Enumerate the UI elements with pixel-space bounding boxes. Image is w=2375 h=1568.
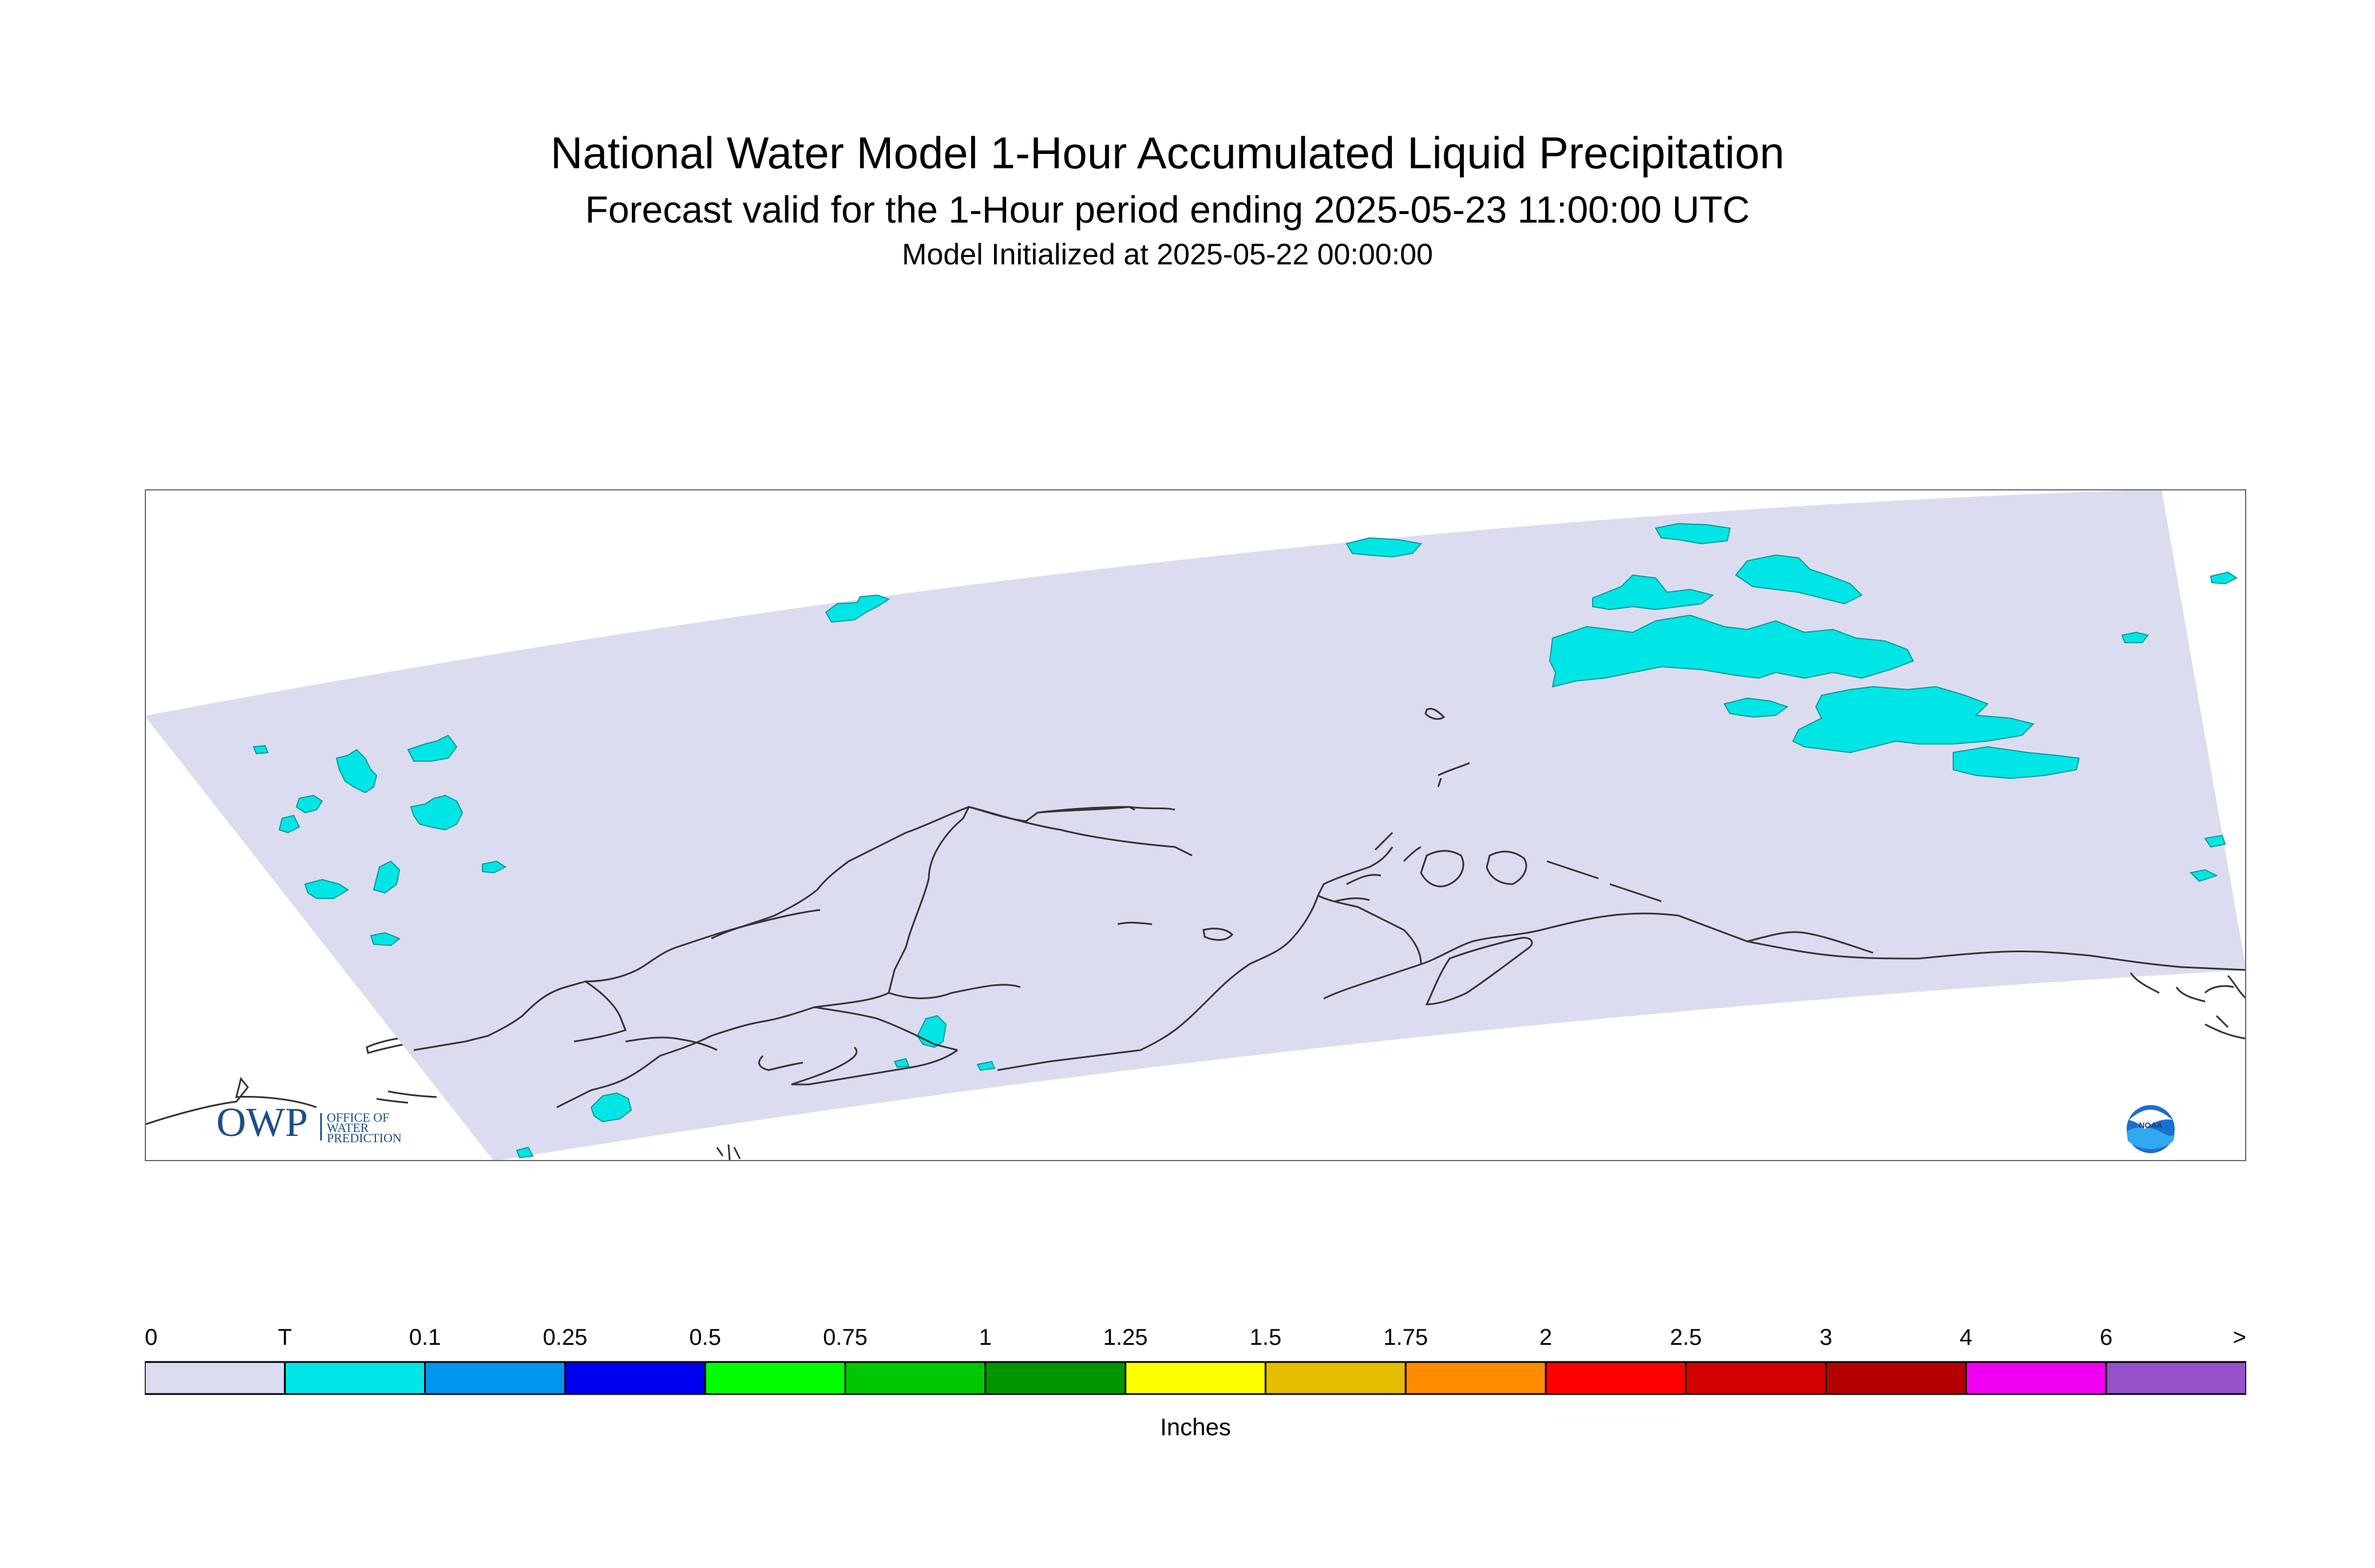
legend-swatch [984,1361,1127,1395]
alaska-map: OWP OFFICE OF WATER PREDICTION NOAA [145,489,2246,1161]
owp-logo: OWP OFFICE OF WATER PREDICTION [216,1099,402,1145]
legend-swatch [424,1361,566,1395]
precip-areas [252,522,2238,1159]
precip-patch [2189,869,2218,882]
precip-patch [1654,522,1731,545]
legend-swatch [1545,1361,1687,1395]
legend-tick-label: 0 [145,1325,157,1350]
precip-patch [1723,697,1789,718]
precip-patch [1792,686,2034,754]
legend-swatch [1685,1361,1827,1395]
precip-patch [373,860,401,894]
legend-tick-label: 3 [1819,1325,1832,1350]
precip-patch [2121,631,2149,643]
precip-patch [482,860,506,874]
noaa-logo-icon: NOAA [2127,1105,2175,1153]
legend-tick-label: T [278,1325,292,1350]
precip-patch [278,814,300,834]
precip-patch [1953,746,2080,779]
owp-logo-line3: PREDICTION [327,1131,402,1145]
precip-patch [295,794,323,814]
legend-swatch [1965,1361,2107,1395]
precip-patch [590,1092,632,1123]
noaa-logo-text: NOAA [2139,1120,2162,1130]
legend-tick-label: 0.75 [823,1325,868,1350]
legend-tick-label: 1.75 [1383,1325,1428,1350]
legend-tick-label: > [2233,1325,2246,1350]
precip-patch [516,1146,534,1159]
precip-patch [1345,537,1422,558]
precip-patch [1592,574,1715,611]
owp-logo-line1: OFFICE OF [327,1110,389,1124]
precip-patch [2204,834,2226,848]
precip-patch [252,745,269,755]
legend-tick-label: 2 [1539,1325,1552,1350]
legend-swatch [2105,1361,2246,1395]
legend-tick-label: 1.25 [1103,1325,1148,1350]
map-title: National Water Model 1-Hour Accumulated … [550,128,1785,178]
legend-tick-label: 0.5 [689,1325,721,1350]
coastline-inside [413,708,2246,1108]
precip-patch [976,1060,996,1071]
legend-swatch [1404,1361,1547,1395]
legend-swatch [704,1361,846,1395]
legend-swatch [1125,1361,1266,1395]
legend-tick-label: 6 [2100,1325,2112,1350]
owp-logo-mark: OWP [216,1099,308,1145]
precip-patch [335,749,378,794]
map-subtitle: Forecast valid for the 1-Hour period end… [585,188,1750,231]
precip-patch [304,878,349,899]
legend: 0 T 0.1 0.25 0.5 0.75 1 1.25 1.5 1.75 2 2.5 3 4 6 > Inc… [145,1316,2246,1459]
legend-colorbar: 0 T 0.1 0.25 0.5 0.75 1 1.25 1.5 1.75 2 2.5 3 4 6 > [145,1325,2246,1395]
legend-tick-label: 1 [979,1325,992,1350]
precip-patch [1549,614,1914,688]
precip-patch [370,932,401,947]
precip-patch [825,594,890,623]
init-time: Model Initialized at 2025-05-22 00:00:00 [902,238,1433,271]
legend-unit: Inches [1160,1413,1231,1440]
legend-swatch [844,1361,987,1395]
owp-logo-line2: WATER [327,1120,369,1135]
lake [1202,928,1234,941]
legend-swatch [1825,1361,1967,1395]
precip-patch [893,1058,910,1068]
legend-tick-label: 1.5 [1250,1325,1282,1350]
legend-tick-label: 0.1 [409,1325,441,1350]
lake [1424,708,1446,720]
map-border [145,489,2246,1161]
precip-patch [2210,571,2238,585]
legend-tick-label: 0.25 [543,1325,587,1350]
legend-swatch [145,1361,286,1395]
legend-tick-label: 4 [1960,1325,1972,1350]
precip-patch [1735,554,1863,605]
map-panel: OWP OFFICE OF WATER PREDICTION NOAA [145,489,2246,1161]
legend-swatch [1264,1361,1407,1395]
precip-patch [407,734,458,762]
legend-swatch [564,1361,706,1395]
precip-patch [410,794,464,831]
legend-tick-label: 2.5 [1670,1325,1702,1350]
legend-swatch [284,1361,426,1395]
